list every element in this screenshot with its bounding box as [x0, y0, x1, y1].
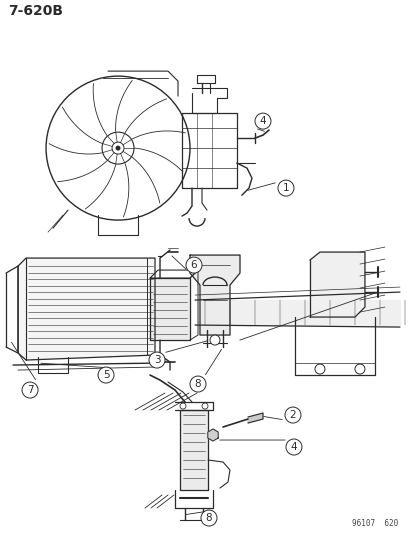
Text: 4: 4	[259, 116, 266, 126]
Polygon shape	[207, 429, 218, 441]
Text: 3: 3	[153, 355, 160, 365]
Text: 7-620B: 7-620B	[8, 4, 63, 18]
Circle shape	[254, 113, 271, 129]
Polygon shape	[190, 255, 240, 335]
Circle shape	[185, 257, 202, 273]
Circle shape	[112, 142, 124, 154]
Circle shape	[115, 146, 120, 151]
Circle shape	[180, 403, 185, 409]
Circle shape	[354, 364, 364, 374]
Circle shape	[202, 403, 207, 409]
Circle shape	[98, 367, 114, 383]
Circle shape	[277, 180, 293, 196]
Text: 4: 4	[290, 442, 297, 452]
Text: 2: 2	[289, 410, 296, 420]
Text: 8: 8	[194, 379, 201, 389]
Text: 96107  620: 96107 620	[351, 519, 397, 528]
Circle shape	[22, 382, 38, 398]
Circle shape	[149, 352, 165, 368]
Text: 6: 6	[190, 260, 197, 270]
Circle shape	[284, 407, 300, 423]
Text: 8: 8	[205, 513, 212, 523]
Polygon shape	[18, 258, 154, 360]
Polygon shape	[247, 413, 262, 423]
Circle shape	[201, 510, 216, 526]
Circle shape	[190, 376, 206, 392]
Polygon shape	[309, 252, 364, 317]
Text: 5: 5	[102, 370, 109, 380]
Polygon shape	[150, 278, 190, 340]
Circle shape	[285, 439, 301, 455]
Text: 1: 1	[282, 183, 289, 193]
Text: 7: 7	[27, 385, 33, 395]
Circle shape	[209, 335, 219, 345]
Circle shape	[314, 364, 324, 374]
Polygon shape	[180, 410, 207, 490]
